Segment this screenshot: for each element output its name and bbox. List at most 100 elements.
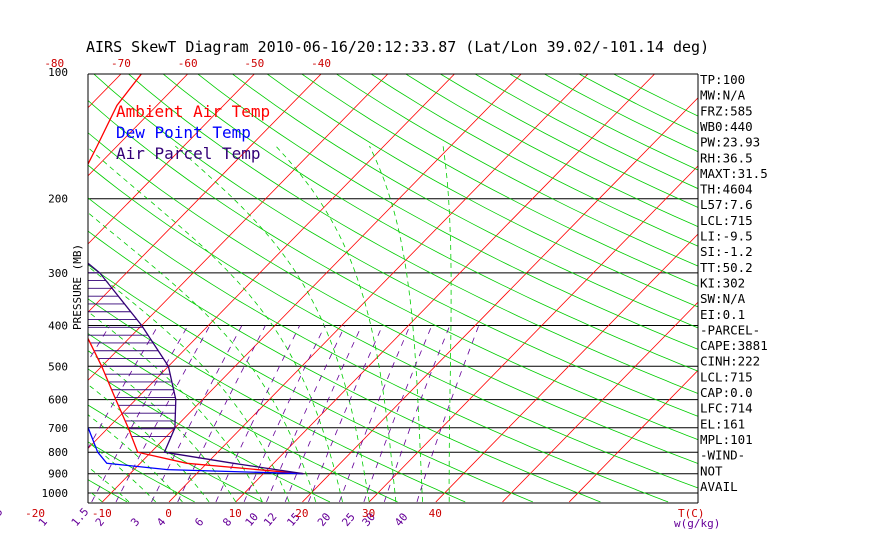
legend-entry: Dew Point Temp bbox=[116, 123, 251, 142]
bottom-temp-tick-label: 30 bbox=[362, 507, 375, 520]
mixing-ratio-line bbox=[177, 325, 266, 503]
index-entry: CAP:0.0 bbox=[700, 385, 753, 400]
dry-adiabat-line bbox=[335, 74, 698, 267]
index-entry: LI:-9.5 bbox=[700, 229, 753, 244]
index-entry: L57:7.6 bbox=[700, 197, 753, 212]
dry-adiabat-line bbox=[197, 74, 698, 350]
index-entry: NOT bbox=[700, 463, 723, 478]
dry-adiabat-line bbox=[231, 74, 698, 329]
moist-adiabat-line bbox=[88, 146, 343, 502]
bottom-temp-tick-label: -10 bbox=[92, 507, 112, 520]
index-entry: MPL:101 bbox=[700, 432, 753, 447]
index-entry: KI:302 bbox=[700, 275, 745, 290]
isotherm-line bbox=[88, 74, 456, 450]
moist-adiabat-line bbox=[369, 145, 423, 502]
dry-adiabat-line bbox=[88, 164, 698, 489]
bottom-temp-tick-label: 0 bbox=[165, 507, 172, 520]
index-entry: LCL:715 bbox=[700, 369, 753, 384]
moist-adiabat-line bbox=[88, 384, 210, 503]
series-layer bbox=[88, 74, 304, 475]
mixing-ratio-tick-label: 3 bbox=[128, 515, 142, 528]
dry-adiabat-line bbox=[508, 74, 698, 171]
pressure-tick-label: 300 bbox=[48, 267, 68, 280]
pressure-tick-label: 700 bbox=[48, 422, 68, 435]
series-line bbox=[88, 74, 304, 475]
pressure-tick-label: 1000 bbox=[42, 487, 69, 500]
isotherm-line bbox=[168, 74, 589, 503]
mixing-ratio-line bbox=[243, 325, 326, 503]
series-line bbox=[88, 426, 304, 475]
dry-adiabat-line bbox=[88, 197, 669, 503]
dry-adiabat-line bbox=[88, 264, 533, 503]
isotherm-line bbox=[435, 233, 698, 503]
mixing-ratio-tick-label: 20 bbox=[315, 510, 333, 529]
mixing-ratio-line bbox=[284, 325, 363, 503]
dry-adiabat-line bbox=[370, 74, 698, 247]
index-entry: SW:N/A bbox=[700, 291, 746, 306]
top-temp-tick-label: -40 bbox=[311, 57, 331, 70]
y-axis-label: PRESSURE (MB) bbox=[71, 244, 84, 330]
isotherm-line bbox=[88, 74, 322, 313]
mixing-ratio-line bbox=[416, 325, 480, 503]
top-temp-tick-label: -50 bbox=[244, 57, 264, 70]
mixing-ratio-line bbox=[151, 325, 243, 503]
top-temp-tick-label: -60 bbox=[178, 57, 198, 70]
index-entry: MW:N/A bbox=[700, 88, 746, 103]
mixing-ratio-line bbox=[266, 325, 346, 503]
index-entry: CAPE:3881 bbox=[700, 338, 768, 353]
mixing-ratio-line bbox=[363, 325, 433, 503]
isotherm-line bbox=[102, 74, 522, 503]
bottom-temp-tick-label: 10 bbox=[229, 507, 242, 520]
pressure-tick-label: 100 bbox=[48, 66, 68, 79]
mixing-ratio-line bbox=[215, 325, 301, 503]
isotherm-line bbox=[302, 97, 698, 503]
isotherm-line bbox=[368, 165, 698, 503]
bottom-temp-tick-label: 20 bbox=[295, 507, 308, 520]
mixing-ratio-line bbox=[0, 326, 51, 502]
mixing-ratio-tick-label: 40 bbox=[392, 510, 410, 529]
mixing-ratio-line bbox=[383, 325, 451, 503]
grid-layer bbox=[0, 74, 698, 503]
cape-hatch bbox=[88, 163, 176, 438]
mixing-ratio-tick-label: 25 bbox=[339, 510, 357, 529]
index-entry: LFC:714 bbox=[700, 401, 753, 416]
index-entry: -WIND- bbox=[700, 448, 745, 463]
moist-adiabat-line bbox=[88, 350, 237, 503]
moist-adiabat-line bbox=[88, 311, 263, 503]
mixing-ratio-line bbox=[308, 325, 383, 503]
isotherm-line bbox=[88, 74, 389, 381]
dry-adiabat-line bbox=[88, 230, 601, 503]
dry-adiabat-line bbox=[474, 74, 698, 190]
bottom-temp-tick-label: 40 bbox=[429, 507, 442, 520]
index-entry: MAXT:31.5 bbox=[700, 166, 768, 181]
dry-adiabat-line bbox=[543, 74, 698, 153]
dry-adiabat-line bbox=[88, 99, 698, 441]
isotherm-line bbox=[568, 369, 698, 503]
mixing-ratio-tick-label: 10 bbox=[243, 510, 261, 529]
dry-adiabat-line bbox=[93, 74, 698, 417]
dry-adiabat-line bbox=[88, 404, 263, 503]
mixing-ratio-tick-label: 12 bbox=[261, 510, 279, 529]
mixing-ratio-tick-label: 6 bbox=[192, 515, 206, 528]
dry-adiabat-line bbox=[127, 74, 698, 394]
moist-adiabat-line bbox=[442, 146, 452, 502]
index-entry: FRZ:585 bbox=[700, 103, 753, 118]
index-entry: SI:-1.2 bbox=[700, 244, 753, 259]
stability-indices: TP:100MW:N/AFRZ:585WB0:440PW:23.93RH:36.… bbox=[700, 72, 768, 494]
pressure-tick-label: 900 bbox=[48, 468, 68, 481]
index-entry: -PARCEL- bbox=[700, 322, 760, 337]
index-entry: LCL:715 bbox=[700, 213, 753, 228]
bottom-temp-tick-label: -20 bbox=[25, 507, 45, 520]
dry-adiabat-line bbox=[301, 74, 698, 287]
moist-adiabat-line bbox=[88, 441, 156, 503]
index-entry: TH:4604 bbox=[700, 182, 753, 197]
isotherm-line bbox=[502, 301, 698, 503]
moist-adiabat-line bbox=[275, 145, 397, 502]
top-temp-tick-label: -70 bbox=[111, 57, 131, 70]
dry-adiabat-line bbox=[88, 333, 398, 503]
isotherm-line bbox=[88, 74, 189, 177]
dry-adiabat-line bbox=[266, 74, 698, 308]
index-entry: WB0:440 bbox=[700, 119, 753, 134]
index-entry: TP:100 bbox=[700, 72, 745, 87]
mixing-ratio-line bbox=[0, 326, 9, 502]
